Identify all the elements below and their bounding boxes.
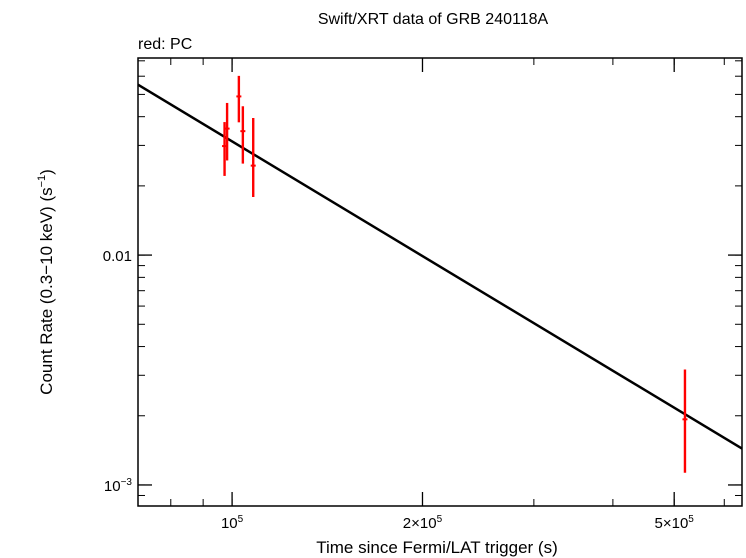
data-points xyxy=(222,75,688,473)
y-axis-label: Count Rate (0.3−10 keV) (s−1) xyxy=(36,169,56,395)
chart-subtitle: red: PC xyxy=(138,36,192,53)
y-tick-label: 10−3 xyxy=(104,477,133,495)
x-tick-label: 105 xyxy=(221,514,244,532)
y-axis-label-main: Count Rate (0.3−10 keV) (s xyxy=(37,187,56,394)
tick-labels: 105 2×105 5×105 0.01 10−3 xyxy=(103,248,695,532)
y-axis-label-exponent: −1 xyxy=(36,175,48,188)
chart-title: Swift/XRT data of GRB 240118A xyxy=(318,11,549,28)
y-axis-label-close: ) xyxy=(37,169,56,175)
minor-ticks xyxy=(138,58,742,506)
x-axis-label: Time since Fermi/LAT trigger (s) xyxy=(316,538,558,557)
x-tick-label: 2×105 xyxy=(403,514,443,532)
major-ticks xyxy=(138,58,742,506)
y-tick-label: 0.01 xyxy=(103,248,132,265)
plot-frame xyxy=(137,57,743,507)
x-tick-label: 5×105 xyxy=(655,514,695,532)
fit-line xyxy=(137,83,743,450)
